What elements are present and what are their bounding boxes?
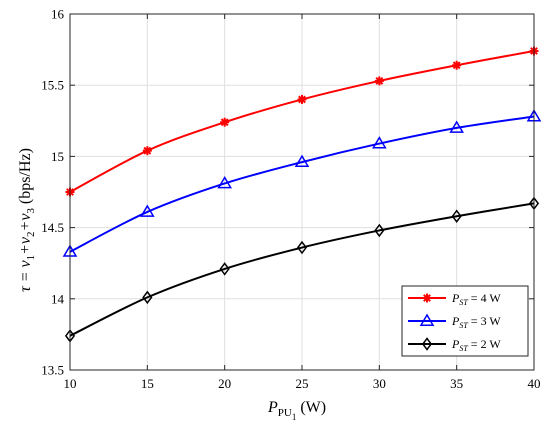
diamond-marker (296, 240, 308, 255)
triangle-marker (140, 204, 155, 217)
y-tick-label: 15.5 (41, 78, 64, 93)
y-axis-label-text: τ = v (17, 259, 34, 292)
series-line (69, 115, 535, 253)
asterisk-marker (452, 60, 462, 70)
y-axis-label-plus2: +v (17, 213, 34, 232)
y-axis-label-s3: 3 (25, 208, 37, 214)
y-tick-label: 14 (51, 291, 65, 306)
triangle-marker (419, 313, 435, 326)
y-axis-label-plus1: +v (17, 236, 34, 255)
y-tick-label: 15 (51, 149, 64, 164)
asterisk-marker (297, 94, 307, 104)
legend-items: PST = 4 W PST = 3 W PST = 2 W (408, 291, 501, 353)
legend-label: PST = 2 W (451, 337, 501, 353)
asterisk-marker (142, 146, 152, 156)
x-tick-label: 10 (64, 376, 77, 391)
x-tick-label: 30 (373, 376, 386, 391)
x-axis-label-subsub: 1 (292, 412, 297, 422)
triangle-marker (372, 136, 387, 149)
series-line (69, 202, 535, 337)
legend-label: PST = 3 W (451, 314, 501, 330)
legend-item: PST = 4 W (408, 291, 501, 307)
diamond-marker (451, 209, 462, 223)
diamond-marker (219, 262, 230, 276)
x-axis-label-sub: PU (278, 407, 292, 419)
asterisk-marker (374, 76, 384, 86)
x-axis-label: PPU1(W) (267, 399, 326, 422)
x-tick-label: 20 (218, 376, 231, 391)
legend-label: PST = 4 W (451, 291, 501, 307)
legend-item: PST = 3 W (408, 313, 501, 330)
y-tick-label: 14.5 (41, 220, 64, 235)
x-tick-label: 25 (296, 376, 309, 391)
diamond-marker (142, 290, 153, 305)
triangle-marker (449, 120, 464, 133)
x-tick-label: 35 (450, 376, 463, 391)
x-tick-label: 40 (528, 376, 541, 391)
y-tick-label: 13.5 (41, 363, 64, 378)
ticks: 10 15 20 25 30 35 40 13.5 14 14.5 15 15.5 16 (41, 7, 540, 392)
x-tick-label: 15 (141, 376, 154, 391)
diamond-marker (374, 223, 385, 238)
y-axis-label-unit: (bps/Hz) (17, 148, 34, 204)
y-axis-label-s1: 1 (25, 255, 37, 261)
legend: PST = 4 W PST = 3 W PST = 2 W (401, 285, 529, 357)
triangle-marker (294, 154, 310, 168)
diamond-marker (421, 337, 433, 351)
y-axis-label: τ = v1+v2+v3(bps/Hz) (17, 148, 37, 292)
asterisk-marker (220, 117, 230, 127)
x-axis-label-main: P (267, 399, 278, 416)
x-axis-label-unit: (W) (300, 399, 326, 416)
legend-item: PST = 2 W (408, 337, 501, 353)
y-tick-label: 16 (51, 7, 65, 22)
y-axis-label-s2: 2 (25, 231, 37, 237)
asterisk-marker (422, 293, 432, 303)
triangle-marker (217, 175, 232, 189)
